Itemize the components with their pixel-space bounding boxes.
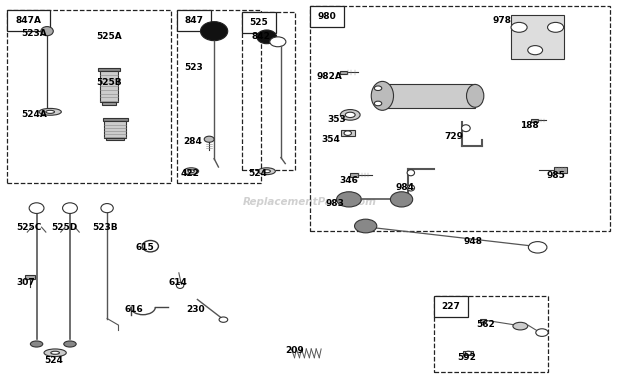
Text: 562: 562 bbox=[476, 320, 495, 330]
Text: 524: 524 bbox=[248, 169, 267, 178]
Bar bbox=[103, 118, 128, 121]
Ellipse shape bbox=[511, 23, 527, 32]
Ellipse shape bbox=[355, 219, 377, 233]
Text: 230: 230 bbox=[186, 305, 205, 314]
Text: 985: 985 bbox=[546, 170, 565, 180]
FancyBboxPatch shape bbox=[177, 10, 211, 31]
Text: 615: 615 bbox=[136, 243, 154, 252]
Bar bbox=[511, 15, 564, 58]
Text: 614: 614 bbox=[169, 278, 188, 287]
Text: 524: 524 bbox=[44, 356, 63, 365]
Ellipse shape bbox=[101, 204, 113, 213]
Ellipse shape bbox=[184, 168, 198, 175]
Text: 524A: 524A bbox=[21, 110, 47, 120]
Text: 948: 948 bbox=[463, 237, 482, 246]
Ellipse shape bbox=[39, 108, 61, 115]
Bar bbox=[341, 131, 355, 136]
Text: 980: 980 bbox=[317, 12, 337, 21]
Ellipse shape bbox=[407, 170, 415, 176]
Bar bbox=[25, 275, 35, 279]
Bar bbox=[98, 68, 120, 71]
Ellipse shape bbox=[29, 203, 44, 214]
Ellipse shape bbox=[188, 170, 194, 173]
Ellipse shape bbox=[340, 110, 360, 120]
Text: 188: 188 bbox=[520, 121, 539, 130]
Ellipse shape bbox=[219, 317, 228, 322]
Text: 523A: 523A bbox=[21, 29, 47, 37]
Ellipse shape bbox=[466, 84, 484, 107]
Ellipse shape bbox=[46, 110, 55, 113]
Ellipse shape bbox=[41, 27, 53, 36]
Ellipse shape bbox=[345, 112, 355, 118]
Text: 346: 346 bbox=[340, 176, 358, 185]
Bar bbox=[102, 102, 117, 105]
Bar bbox=[379, 84, 475, 108]
Ellipse shape bbox=[344, 131, 352, 136]
Text: 209: 209 bbox=[285, 346, 304, 354]
Text: 525: 525 bbox=[250, 18, 268, 27]
Ellipse shape bbox=[63, 203, 78, 214]
Ellipse shape bbox=[465, 351, 471, 355]
Bar bbox=[480, 319, 486, 322]
Ellipse shape bbox=[374, 86, 382, 91]
Text: 523: 523 bbox=[184, 63, 203, 72]
Text: ReplacementParts.com: ReplacementParts.com bbox=[243, 197, 377, 207]
Ellipse shape bbox=[270, 37, 286, 47]
Ellipse shape bbox=[64, 341, 76, 347]
Ellipse shape bbox=[528, 45, 542, 55]
Text: 616: 616 bbox=[125, 305, 143, 314]
Ellipse shape bbox=[337, 192, 361, 207]
Text: 592: 592 bbox=[457, 353, 476, 362]
Bar bbox=[531, 119, 538, 122]
FancyBboxPatch shape bbox=[7, 10, 50, 31]
Ellipse shape bbox=[513, 322, 528, 330]
Text: 422: 422 bbox=[180, 169, 199, 178]
Bar bbox=[104, 121, 126, 138]
Ellipse shape bbox=[536, 329, 548, 337]
Text: 984: 984 bbox=[396, 183, 414, 192]
Text: 525B: 525B bbox=[97, 78, 122, 87]
Ellipse shape bbox=[44, 349, 66, 356]
Text: 525D: 525D bbox=[51, 223, 78, 231]
Ellipse shape bbox=[374, 101, 382, 106]
Text: 307: 307 bbox=[16, 278, 35, 287]
Text: 284: 284 bbox=[183, 137, 202, 146]
Ellipse shape bbox=[200, 22, 228, 40]
Bar bbox=[340, 71, 347, 74]
Ellipse shape bbox=[391, 192, 413, 207]
Bar bbox=[554, 167, 567, 173]
Text: 354: 354 bbox=[321, 135, 340, 144]
Text: 983: 983 bbox=[326, 199, 344, 208]
Ellipse shape bbox=[204, 136, 214, 142]
FancyBboxPatch shape bbox=[434, 296, 467, 317]
Ellipse shape bbox=[263, 170, 270, 173]
Text: 842: 842 bbox=[251, 32, 270, 41]
Ellipse shape bbox=[30, 341, 43, 347]
FancyBboxPatch shape bbox=[242, 12, 276, 33]
Text: 729: 729 bbox=[445, 133, 464, 141]
Text: 982A: 982A bbox=[316, 72, 342, 81]
Text: 525A: 525A bbox=[97, 32, 122, 41]
Ellipse shape bbox=[461, 125, 470, 132]
Bar bbox=[100, 71, 118, 102]
Text: 525C: 525C bbox=[16, 223, 42, 231]
Ellipse shape bbox=[547, 23, 564, 32]
Ellipse shape bbox=[51, 351, 60, 354]
Ellipse shape bbox=[258, 168, 275, 175]
Bar bbox=[350, 173, 358, 176]
Text: 978: 978 bbox=[492, 16, 512, 25]
Bar bbox=[463, 351, 473, 355]
Bar bbox=[106, 138, 125, 140]
Text: 847: 847 bbox=[185, 16, 203, 25]
Ellipse shape bbox=[528, 242, 547, 253]
Text: 523B: 523B bbox=[92, 223, 118, 231]
Ellipse shape bbox=[407, 185, 415, 191]
Ellipse shape bbox=[371, 81, 394, 110]
Text: 227: 227 bbox=[441, 302, 460, 311]
FancyBboxPatch shape bbox=[310, 6, 344, 28]
Text: 847A: 847A bbox=[16, 16, 42, 25]
Text: 353: 353 bbox=[327, 115, 346, 124]
Ellipse shape bbox=[257, 30, 277, 44]
